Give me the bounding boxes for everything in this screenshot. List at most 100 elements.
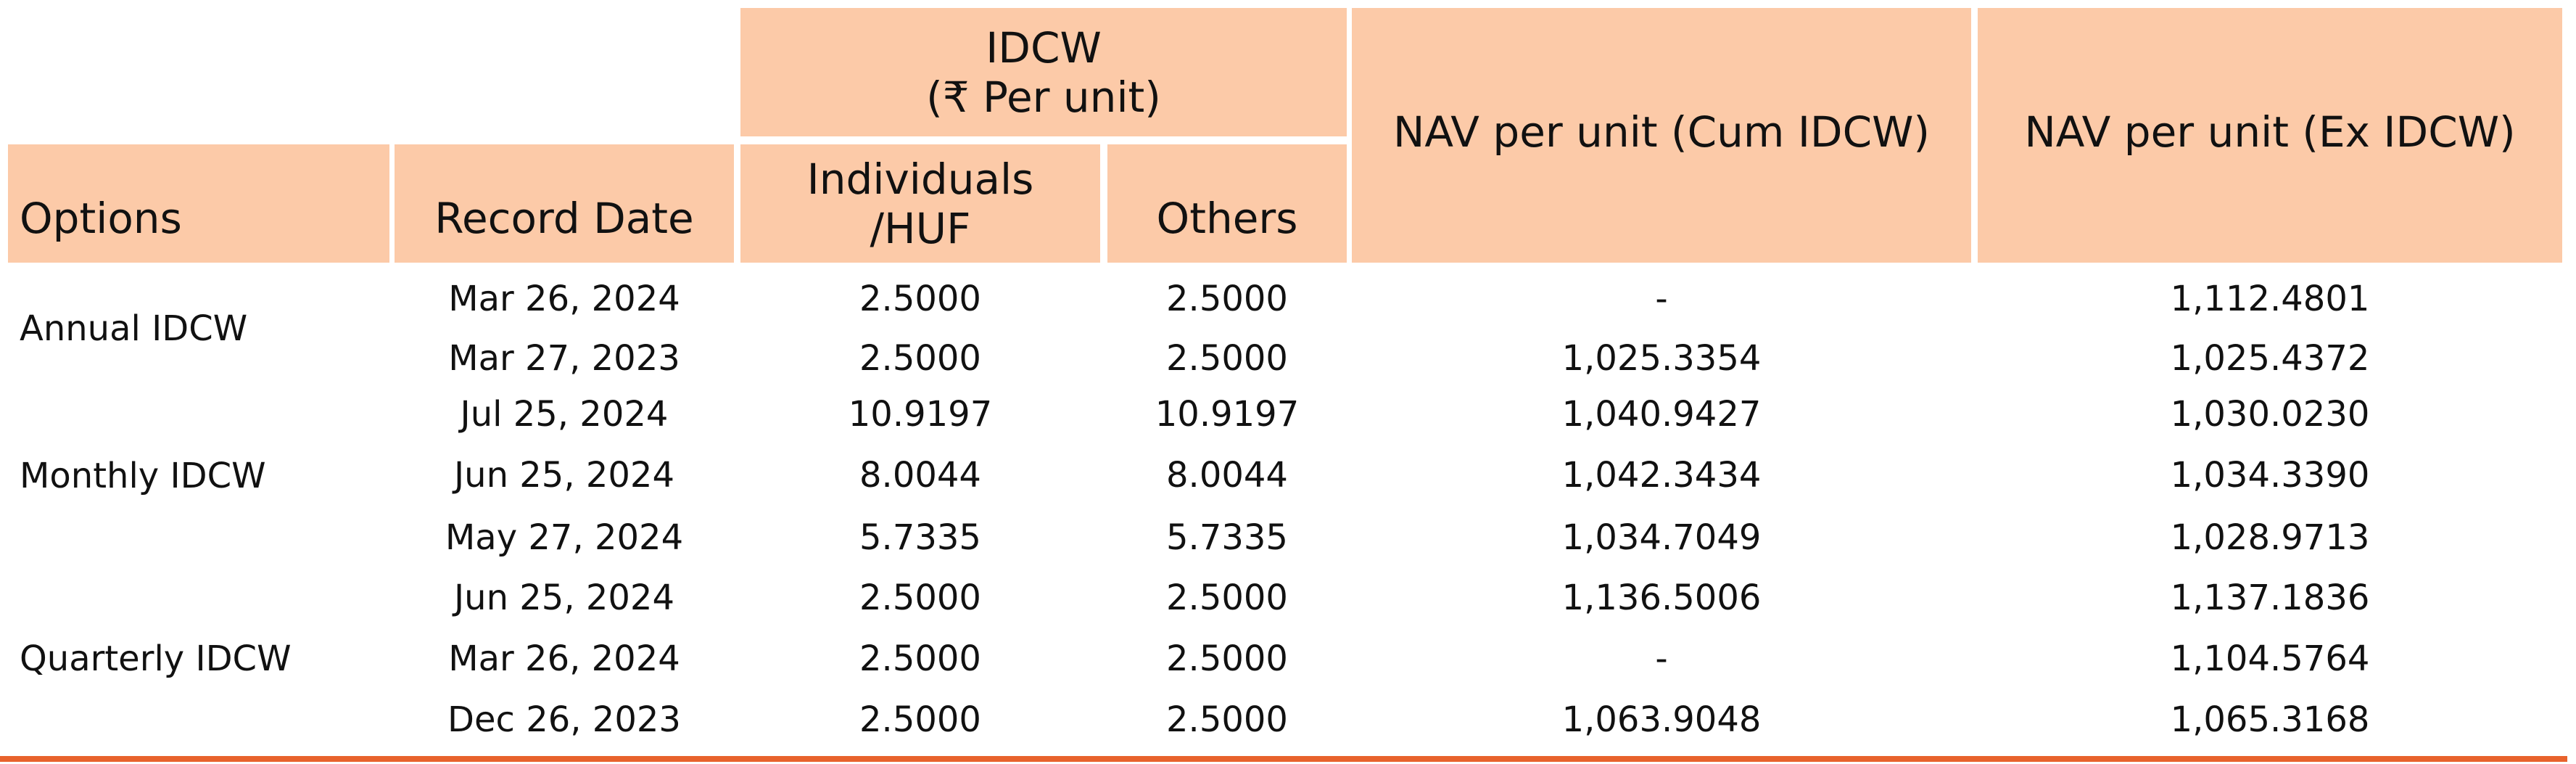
header-others: Others [1107,144,1347,263]
cell-text: NAV per unit (Cum IDCW) [1392,107,1931,157]
option-label: Quarterly IDCW [8,637,389,681]
data-cell: 1,065.3168 [1978,698,2562,742]
data-cell: 2.5000 [1107,337,1347,380]
cell-text: 1,104.5764 [2170,638,2370,679]
cell-text: 1,040.9427 [1561,394,1762,435]
cell-text: 1,034.3390 [2170,455,2370,496]
cell-text: /HUF [870,203,971,253]
cell-text: 5.7335 [1166,517,1288,558]
data-cell: 1,034.3390 [1978,453,2562,497]
cell-text: - [1655,638,1668,679]
cell-text: Monthly IDCW [20,456,266,496]
cell-text: (₹ Per unit) [926,72,1161,122]
cell-text: 2.5000 [859,699,981,740]
header-individuals: Individuals/HUF [740,144,1100,263]
cell-text: - [1655,279,1668,319]
cell-text: Jun 25, 2024 [453,455,674,496]
cell-text: NAV per unit (Ex IDCW) [2024,107,2516,157]
cell-text: 1,025.3354 [1561,338,1762,379]
data-cell: - [1352,277,1971,321]
cell-text: 1,034.7049 [1561,517,1762,558]
data-cell: 2.5000 [740,337,1100,380]
cell-text: Jun 25, 2024 [453,578,674,618]
cell-text: 1,025.4372 [2170,338,2370,379]
cell-text: 2.5000 [1166,578,1288,618]
data-cell: Jun 25, 2024 [395,453,734,497]
data-cell: 2.5000 [1107,637,1347,681]
data-cell: 10.9197 [740,393,1100,436]
data-cell: 1,063.9048 [1352,698,1971,742]
cell-text: May 27, 2024 [445,517,684,558]
data-cell: Mar 27, 2023 [395,337,734,380]
cell-text: 5.7335 [859,517,981,558]
cell-text: Record Date [434,193,694,243]
cell-text: 10.9197 [848,394,993,435]
data-cell: 1,028.9713 [1978,516,2562,559]
data-cell: 1,042.3434 [1352,453,1971,497]
data-cell: 1,025.3354 [1352,337,1971,380]
cell-text: 1,137.1836 [2170,578,2370,618]
data-cell: Mar 26, 2024 [395,637,734,681]
data-cell: 2.5000 [1107,698,1347,742]
cell-text: 2.5000 [859,338,981,379]
cell-text: 2.5000 [1166,699,1288,740]
data-cell: 8.0044 [740,453,1100,497]
cell-text: 8.0044 [859,455,981,496]
data-cell: 5.7335 [740,516,1100,559]
data-cell: 1,034.7049 [1352,516,1971,559]
cell-text: 2.5000 [1166,279,1288,319]
data-cell: 10.9197 [1107,393,1347,436]
header-record-date: Record Date [395,144,734,263]
cell-text: IDCW [986,22,1102,73]
cell-text: 8.0044 [1166,455,1288,496]
header-idcw: IDCW (₹ Per unit) [740,8,1347,136]
header-options: Options [8,144,389,263]
cell-text: 1,042.3434 [1561,455,1762,496]
data-cell: 2.5000 [1107,576,1347,620]
option-label: Annual IDCW [8,307,389,350]
data-cell: 2.5000 [740,576,1100,620]
data-cell: May 27, 2024 [395,516,734,559]
cell-text: Mar 26, 2024 [448,638,680,679]
header-nav-cum: NAV per unit (Cum IDCW) [1352,8,1971,263]
cell-text: Options [20,193,182,243]
data-cell: Mar 26, 2024 [395,277,734,321]
cell-text: Quarterly IDCW [20,638,292,679]
cell-text: 1,028.9713 [2170,517,2370,558]
data-cell: 2.5000 [740,277,1100,321]
data-cell: 1,030.0230 [1978,393,2562,436]
data-cell: Jul 25, 2024 [395,393,734,436]
data-cell: 1,136.5006 [1352,576,1971,620]
data-cell: Jun 25, 2024 [395,576,734,620]
data-cell: 1,112.4801 [1978,277,2562,321]
data-cell: 1,137.1836 [1978,576,2562,620]
cell-text: 1,063.9048 [1561,699,1762,740]
cell-text: 10.9197 [1155,394,1300,435]
cell-text: 1,136.5006 [1561,578,1762,618]
data-cell: 1,040.9427 [1352,393,1971,436]
cell-text: Mar 27, 2023 [448,338,680,379]
data-cell: Dec 26, 2023 [395,698,734,742]
cell-text: Dec 26, 2023 [447,699,681,740]
data-cell: 2.5000 [740,637,1100,681]
data-cell: 2.5000 [740,698,1100,742]
cell-text: 1,112.4801 [2170,279,2370,319]
cell-text: 2.5000 [859,638,981,679]
cell-text: 2.5000 [1166,638,1288,679]
cell-text: Individuals [806,154,1034,204]
header-nav-ex: NAV per unit (Ex IDCW) [1978,8,2562,263]
bottom-rule [0,756,2567,762]
cell-text: Mar 26, 2024 [448,279,680,319]
cell-text: 2.5000 [859,279,981,319]
data-cell: 1,025.4372 [1978,337,2562,380]
data-cell: 5.7335 [1107,516,1347,559]
cell-text: 1,065.3168 [2170,699,2370,740]
cell-text: 2.5000 [859,578,981,618]
data-cell: 1,104.5764 [1978,637,2562,681]
data-cell: 2.5000 [1107,277,1347,321]
cell-text: Jul 25, 2024 [460,394,669,435]
data-cell: - [1352,637,1971,681]
cell-text: 2.5000 [1166,338,1288,379]
option-label: Monthly IDCW [8,454,389,498]
